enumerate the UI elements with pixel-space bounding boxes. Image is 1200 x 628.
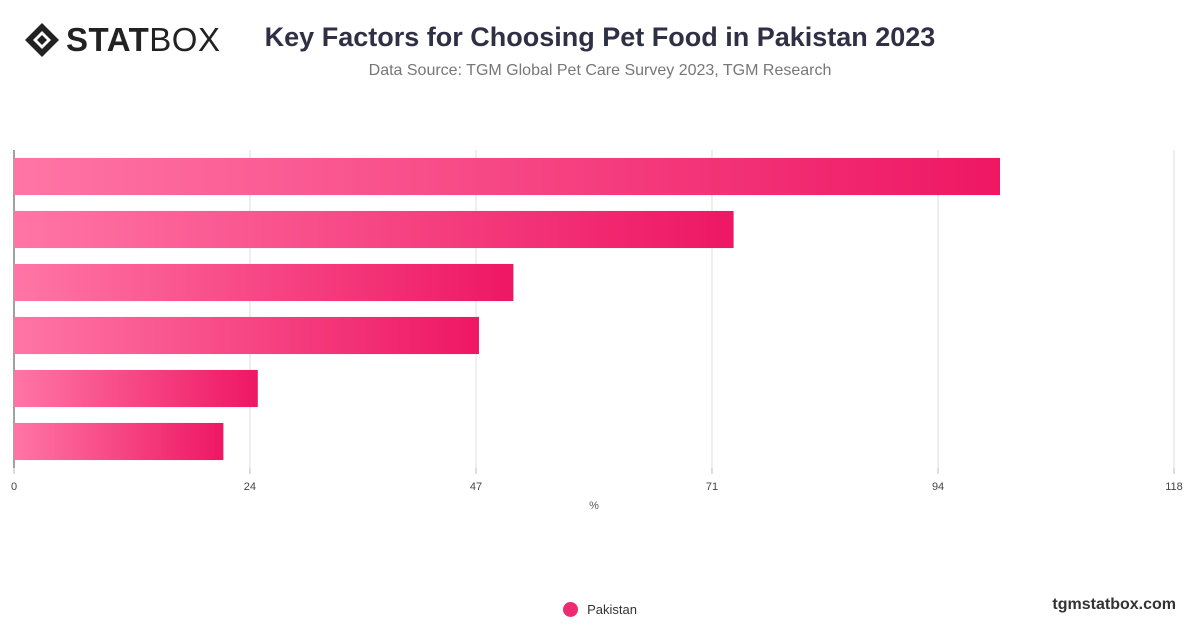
bar [14, 369, 258, 408]
x-tick-label: 118 [1165, 481, 1183, 493]
bar [14, 157, 1000, 196]
statbox-logo: STATBOX [24, 20, 220, 60]
bar [14, 316, 479, 355]
logo-wordmark: STATBOX [66, 20, 220, 60]
chart-subtitle: Data Source: TGM Global Pet Care Survey … [368, 62, 832, 79]
x-tick-label: 94 [932, 481, 944, 493]
bar [14, 263, 514, 302]
chart-title: Key Factors for Choosing Pet Food in Pak… [264, 22, 936, 52]
bar [14, 422, 224, 461]
legend-label: Pakistan [587, 602, 637, 617]
legend[interactable]: Pakistan [0, 602, 1200, 617]
x-tick-label: 47 [470, 481, 482, 493]
legend-swatch [563, 602, 579, 617]
x-axis-label: % [589, 500, 599, 512]
x-tick-label: 24 [244, 481, 256, 493]
statbox-diamond-icon [25, 23, 59, 57]
site-url[interactable]: tgmstatbox.com [1052, 596, 1176, 613]
bar [14, 210, 734, 249]
logo-wordmark-regular: BOX [149, 21, 221, 58]
logo-wordmark-bold: STAT [66, 21, 150, 58]
x-tick-label: 0 [11, 481, 17, 493]
x-tick-label: 71 [706, 481, 718, 493]
